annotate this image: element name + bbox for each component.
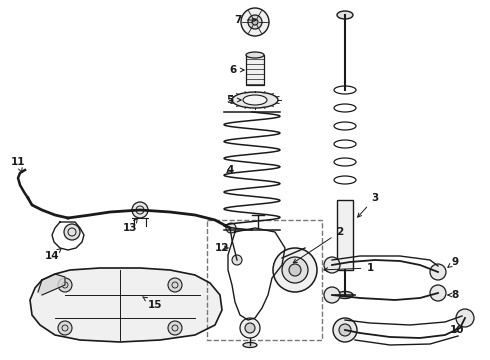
Circle shape xyxy=(226,223,236,233)
Text: 5: 5 xyxy=(226,95,241,105)
Circle shape xyxy=(324,287,340,303)
Circle shape xyxy=(324,257,340,273)
Circle shape xyxy=(245,323,255,333)
Circle shape xyxy=(252,19,258,25)
Bar xyxy=(246,55,264,85)
Ellipse shape xyxy=(337,292,353,298)
Circle shape xyxy=(248,15,262,29)
Ellipse shape xyxy=(232,92,278,108)
Text: 12: 12 xyxy=(215,243,229,253)
Text: 8: 8 xyxy=(448,290,459,300)
Ellipse shape xyxy=(246,52,264,58)
Circle shape xyxy=(241,8,269,36)
Circle shape xyxy=(168,321,182,335)
Circle shape xyxy=(58,321,72,335)
Circle shape xyxy=(289,264,301,276)
Circle shape xyxy=(456,309,474,327)
Circle shape xyxy=(333,318,357,342)
Circle shape xyxy=(58,278,72,292)
Text: 15: 15 xyxy=(143,297,162,310)
Circle shape xyxy=(282,257,308,283)
Polygon shape xyxy=(38,274,65,295)
Circle shape xyxy=(273,248,317,292)
Circle shape xyxy=(168,278,182,292)
Text: 10: 10 xyxy=(450,325,464,335)
Text: 9: 9 xyxy=(448,257,459,267)
Circle shape xyxy=(64,224,80,240)
Circle shape xyxy=(339,324,351,336)
Text: 7: 7 xyxy=(234,15,256,25)
Ellipse shape xyxy=(243,342,257,347)
Circle shape xyxy=(232,255,242,265)
Text: 13: 13 xyxy=(123,218,138,233)
Text: 3: 3 xyxy=(358,193,379,217)
Bar xyxy=(337,200,353,270)
Circle shape xyxy=(430,264,446,280)
Text: 2: 2 xyxy=(293,227,343,263)
Polygon shape xyxy=(30,268,222,342)
Text: 14: 14 xyxy=(45,248,62,261)
Circle shape xyxy=(430,285,446,301)
Ellipse shape xyxy=(337,11,353,19)
Ellipse shape xyxy=(243,95,267,105)
Circle shape xyxy=(240,318,260,338)
Text: 6: 6 xyxy=(229,65,244,75)
Text: 4: 4 xyxy=(226,165,234,175)
Text: 1: 1 xyxy=(324,263,373,273)
Text: 11: 11 xyxy=(11,157,25,172)
Circle shape xyxy=(132,202,148,218)
Bar xyxy=(207,220,322,340)
